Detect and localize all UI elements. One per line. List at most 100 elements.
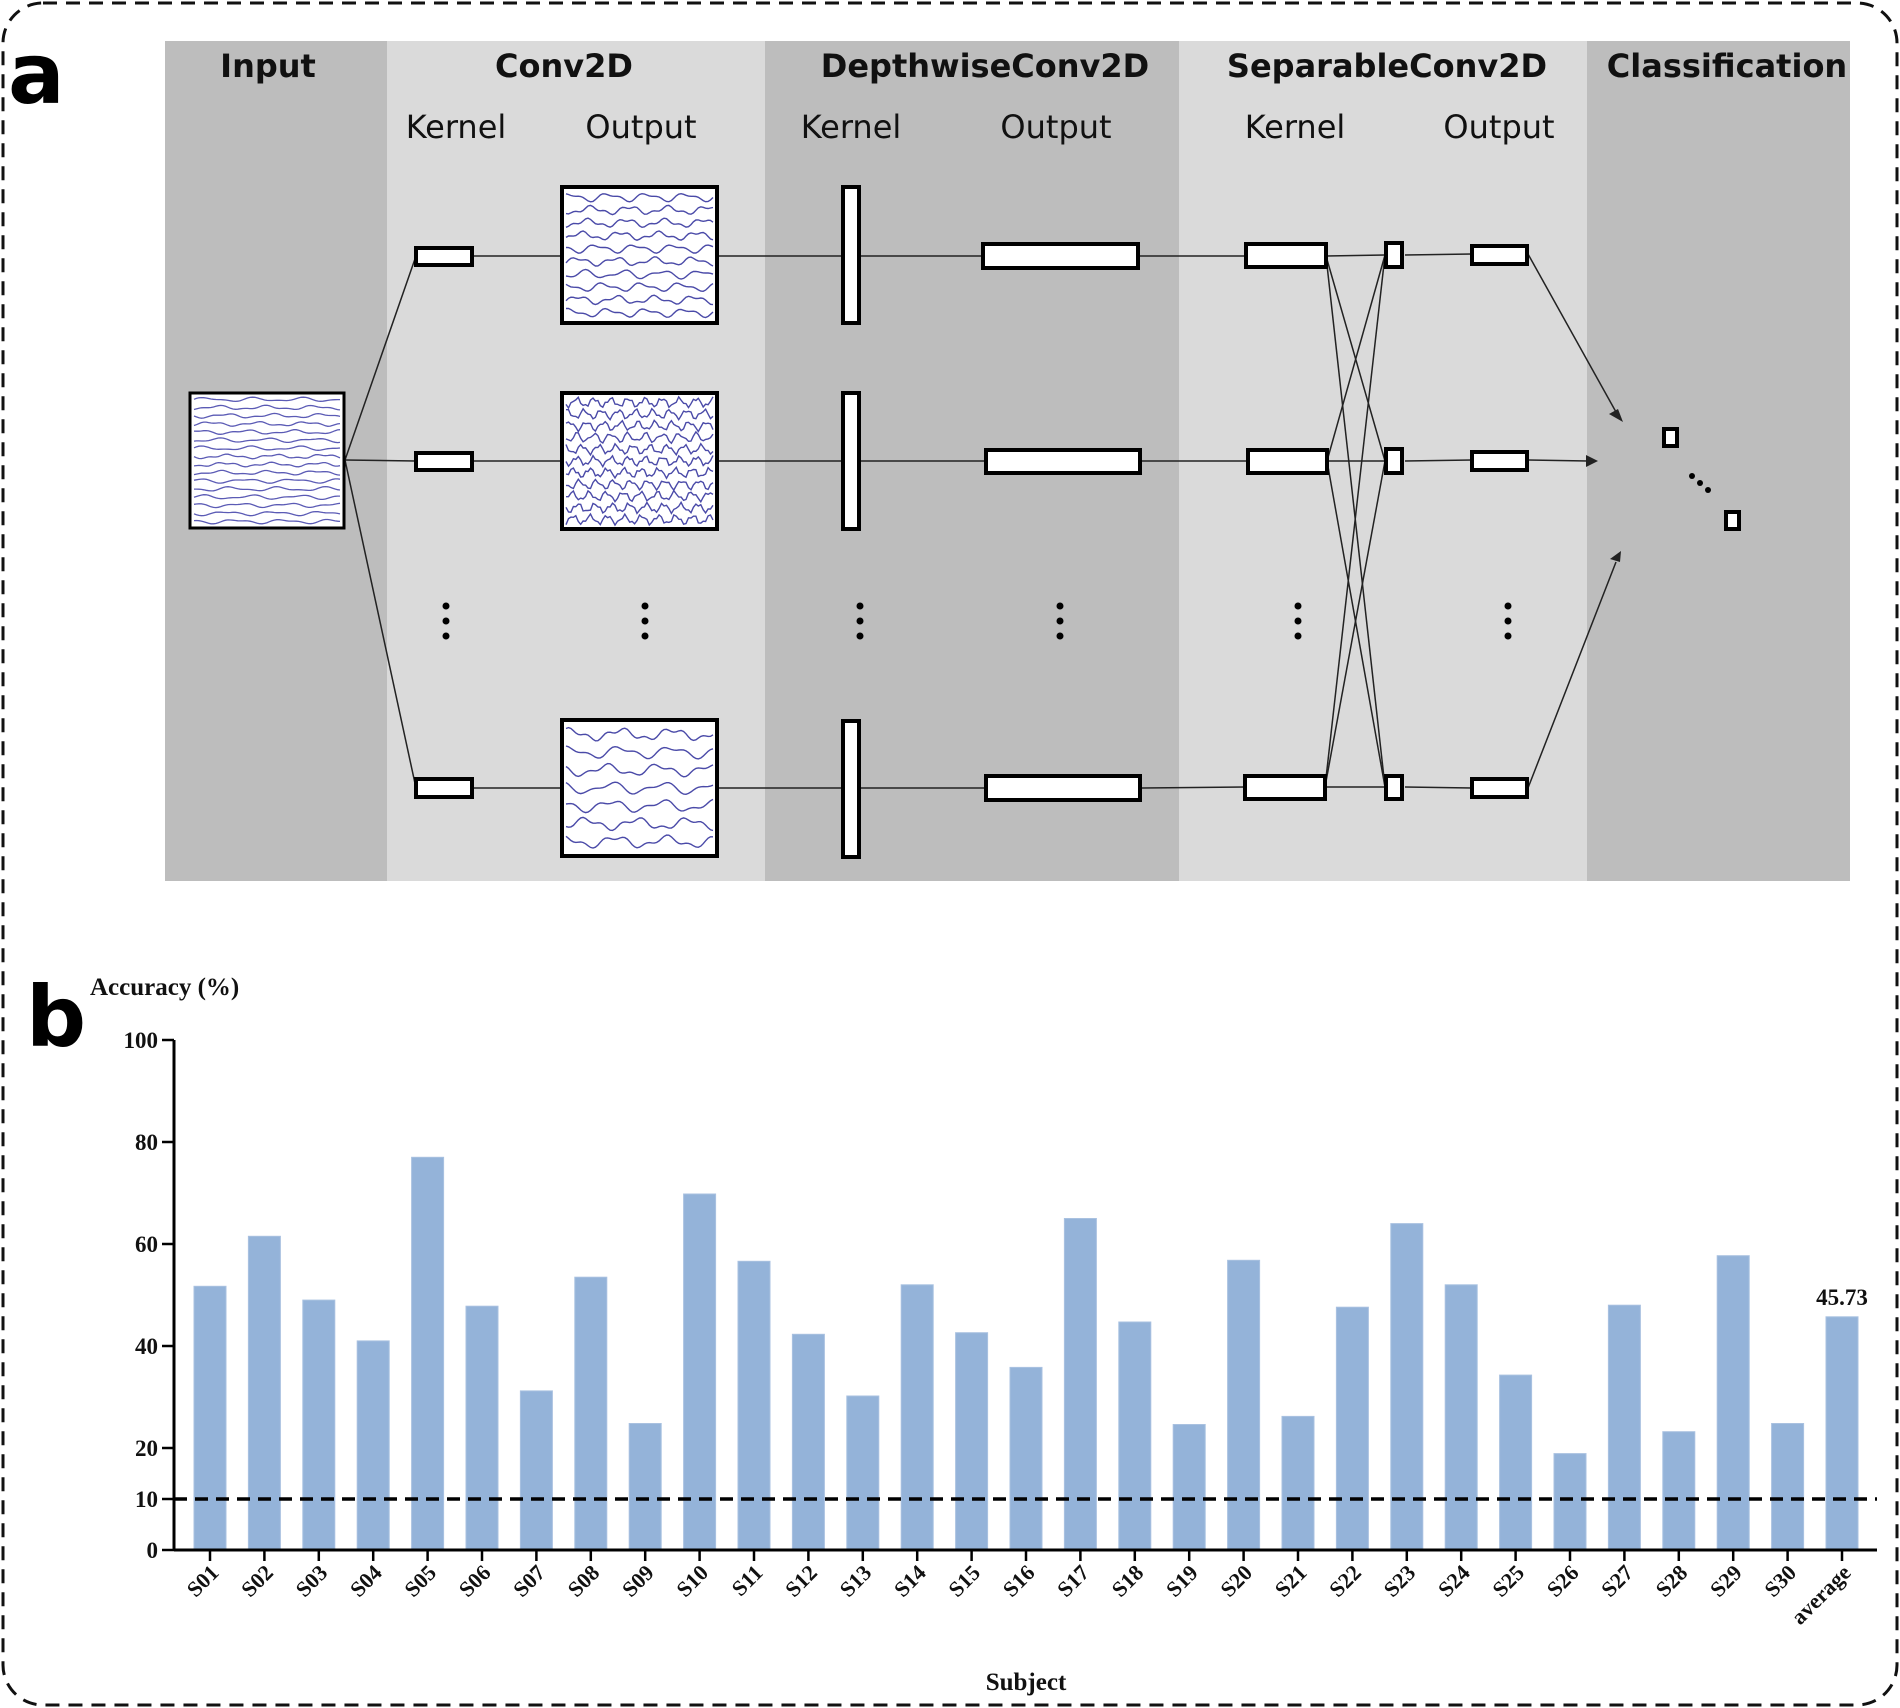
bar-S14: [900, 1284, 934, 1551]
x-tick-label: S19: [1161, 1560, 1203, 1602]
pointwise-kernel-1: [1384, 241, 1404, 269]
bar-average: [1825, 1316, 1859, 1551]
conv2d-kernel-2: [414, 451, 474, 472]
x-tick-label: S30: [1759, 1560, 1801, 1602]
bar-S03: [302, 1299, 336, 1551]
bar-S08: [574, 1276, 608, 1551]
bar-S24: [1444, 1284, 1478, 1551]
x-tick-label: S06: [454, 1560, 496, 1602]
section-classification-bg: [1587, 41, 1850, 881]
x-tick-label: S24: [1433, 1560, 1475, 1602]
conv2d-output-3: [560, 718, 719, 858]
panel-b-letter: b: [26, 968, 86, 1066]
depthwise-output-1: [981, 242, 1140, 270]
bar-S21: [1281, 1415, 1315, 1551]
class-node-1: [1662, 427, 1679, 448]
separable-output-2: [1470, 450, 1529, 472]
bar-S13: [846, 1395, 880, 1551]
x-axis-label: Subject: [986, 1669, 1067, 1696]
depthwise-kernel-1: [841, 185, 861, 325]
bar-S11: [737, 1260, 771, 1551]
y-tick-label: 40: [135, 1334, 158, 1359]
input-eeg-image: [188, 391, 346, 530]
class-ellipsis: [1689, 473, 1711, 493]
x-tick-label: S18: [1106, 1560, 1148, 1602]
section-title-conv2d: Conv2D: [495, 47, 633, 85]
bar-S23: [1390, 1223, 1424, 1551]
section-title-classification: Classification: [1607, 47, 1847, 85]
section-title-depthwise: DepthwiseConv2D: [821, 47, 1149, 85]
bar-S15: [955, 1332, 989, 1551]
bar-S02: [247, 1235, 281, 1551]
conv2d-output-1: [560, 185, 719, 325]
depthwise-kernel-2: [841, 391, 861, 531]
x-tick-label: S26: [1542, 1560, 1584, 1602]
bar-S26: [1553, 1453, 1587, 1551]
x-tick-label: S03: [290, 1560, 332, 1602]
depthwise-kernel-3: [841, 719, 861, 859]
conv2d-kernel-label: Kernel: [406, 108, 507, 146]
separable-kernel-label: Kernel: [1245, 108, 1346, 146]
bar-S12: [791, 1333, 825, 1551]
connection-lines: [344, 253, 1617, 789]
bar-S01: [193, 1285, 227, 1551]
bar-S22: [1335, 1306, 1369, 1551]
bar-S06: [465, 1305, 499, 1551]
accuracy-bar-chart: 0 10 20 40 60 80 100 S01 S02 S03 S04 S05 S06 S07 S08 S…: [124, 1028, 1877, 1630]
separable-output-3: [1470, 777, 1529, 799]
depthwise-kernel-label: Kernel: [801, 108, 902, 146]
x-tick-label: S12: [780, 1560, 822, 1602]
bar-S30: [1771, 1423, 1805, 1551]
separable-kernel-1: [1244, 242, 1328, 269]
separable-output-1: [1470, 244, 1529, 266]
bar-S20: [1227, 1259, 1261, 1551]
y-axis-label: Accuracy (%): [90, 974, 239, 1001]
pointwise-kernel-2: [1384, 447, 1404, 475]
x-tick-label: S02: [236, 1560, 278, 1602]
bar-S17: [1063, 1218, 1097, 1551]
x-tick-label: S09: [617, 1560, 659, 1602]
bar-S05: [411, 1156, 445, 1551]
separable-kernel-3: [1243, 774, 1327, 801]
y-tick-label: 20: [135, 1436, 158, 1461]
conv2d-kernel-3: [414, 777, 474, 799]
data-label-average: 45.73: [1816, 1285, 1868, 1310]
x-tick-label: S25: [1487, 1560, 1529, 1602]
bar-S25: [1499, 1374, 1533, 1551]
x-tick-label: S16: [998, 1560, 1040, 1602]
x-tick-label: S11: [727, 1560, 768, 1601]
x-tick-label: S29: [1705, 1560, 1747, 1602]
bar-S28: [1662, 1431, 1696, 1551]
x-tick-label: S28: [1650, 1560, 1692, 1602]
x-tick-label: S20: [1215, 1560, 1257, 1602]
bar-S09: [628, 1423, 662, 1551]
y-tick-label: 80: [135, 1130, 158, 1155]
x-tick-label: S22: [1324, 1560, 1366, 1602]
separable-output-label: Output: [1443, 108, 1554, 146]
conv2d-kernel-1: [414, 246, 474, 267]
bar-S18: [1118, 1321, 1152, 1551]
bar-S19: [1172, 1424, 1206, 1551]
y-tick-label: 10: [135, 1487, 158, 1512]
x-tick-label: S15: [943, 1560, 985, 1602]
x-tick-label: S07: [508, 1560, 550, 1602]
bar-S27: [1607, 1304, 1641, 1551]
panel-a-letter: a: [8, 25, 65, 123]
classification-arrowheads: [1586, 409, 1623, 562]
separable-kernel-2: [1246, 448, 1329, 475]
x-tick-label: S10: [671, 1560, 713, 1602]
bar-S29: [1716, 1255, 1750, 1551]
y-tick-label: 60: [135, 1232, 158, 1257]
depthwise-output-label: Output: [1000, 108, 1111, 146]
x-tick-label: S21: [1270, 1560, 1312, 1602]
conv2d-output-label: Output: [585, 108, 696, 146]
bar-S07: [519, 1390, 553, 1551]
depthwise-output-3: [984, 774, 1142, 802]
bar-S16: [1009, 1366, 1043, 1551]
x-tick-label: S17: [1052, 1560, 1094, 1602]
x-tick-label: average: [1786, 1560, 1856, 1630]
y-tick-label: 0: [147, 1538, 159, 1563]
bar-S04: [356, 1340, 390, 1551]
